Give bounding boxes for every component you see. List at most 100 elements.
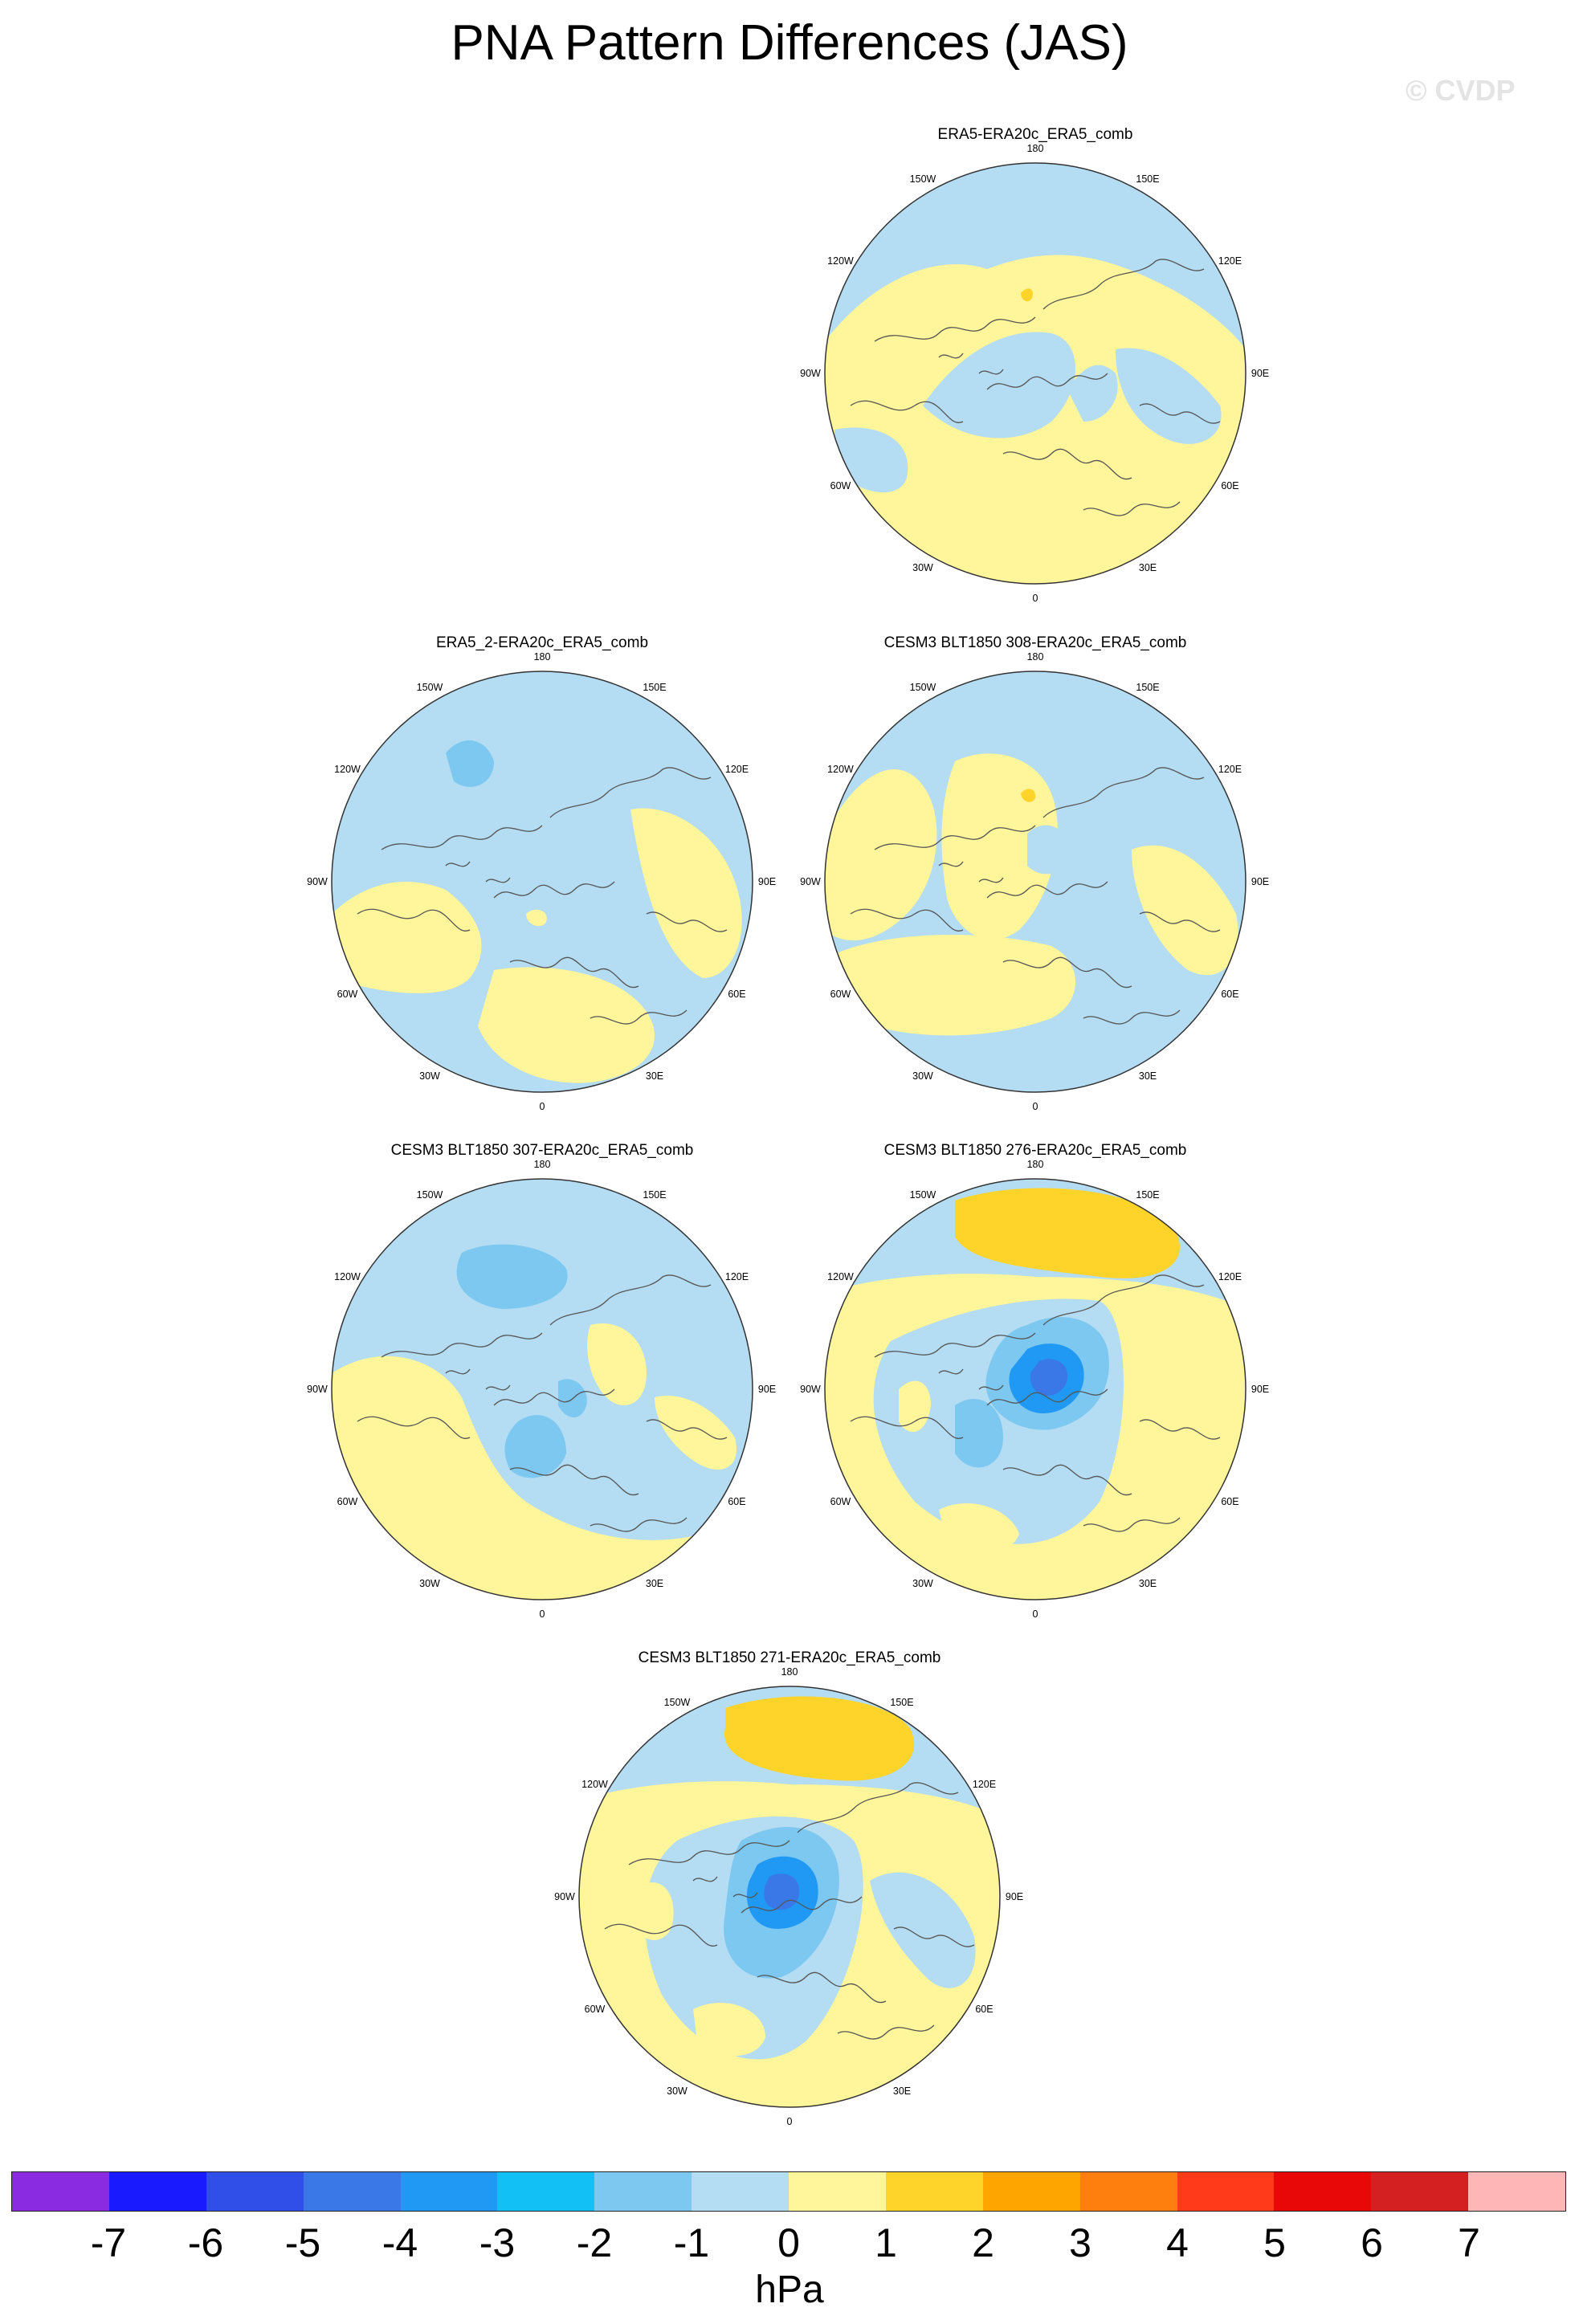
coordinate-label: 180 [533, 651, 551, 663]
coordinate-label: 60W [584, 2004, 606, 2015]
coastline [986, 373, 1108, 390]
polar-map [824, 1178, 1246, 1600]
coordinate-label: 60E [1221, 989, 1239, 1000]
coordinate-label: 30E [645, 1070, 664, 1082]
coordinate-label: 30E [645, 1578, 664, 1590]
colorbar-swatch [497, 2172, 595, 2211]
contour-region [693, 2003, 765, 2057]
coordinate-label: 150W [909, 1189, 936, 1201]
coordinate-label: 30W [419, 1578, 440, 1590]
panel-title: CESM3 BLT1850 271-ERA20c_ERA5_comb [638, 1649, 941, 1666]
coordinate-label: 120E [724, 1271, 749, 1282]
coordinate-label: 180 [781, 1666, 798, 1678]
coordinate-label: 120W [581, 1779, 608, 1790]
coastline [549, 767, 712, 818]
colorbar-swatch [982, 2172, 1080, 2211]
coordinate-label: 30E [892, 2085, 912, 2098]
colorbar-swatch [400, 2172, 498, 2211]
contour-region [825, 769, 937, 941]
coastline [757, 1971, 887, 2004]
coordinate-label: 60W [337, 989, 358, 1000]
coordinate-label: 150W [909, 681, 936, 693]
coastline [692, 1876, 758, 1898]
coastline [938, 353, 1004, 375]
coastline [1002, 448, 1132, 480]
map-border [824, 671, 1246, 1093]
coordinate-label: 30W [912, 562, 933, 574]
coastline [509, 1464, 639, 1496]
map-border [578, 1686, 1001, 2108]
contour-region [899, 1380, 931, 1433]
colorbar-swatch [692, 2172, 789, 2211]
coordinate-label: 90W [307, 876, 328, 887]
coastline [1083, 501, 1181, 516]
map-border [824, 162, 1246, 585]
coastline [445, 861, 511, 883]
panel-title: ERA5-ERA20c_ERA5_comb [937, 126, 1133, 143]
coordinate-label: 150E [1136, 681, 1160, 693]
coastline [493, 881, 615, 899]
contour-region [1067, 365, 1118, 422]
coordinate-label: 150E [1136, 1189, 1160, 1201]
contour-region [446, 740, 494, 787]
coordinate-label: 120W [334, 1271, 361, 1282]
coordinate-label: 120E [972, 1779, 997, 1790]
colorbar-swatch [303, 2172, 401, 2211]
coordinate-label: 120W [827, 255, 854, 267]
coordinate-label: 0 [539, 1608, 545, 1620]
polar-map [824, 162, 1246, 585]
polar-map [331, 671, 753, 1093]
contour-region [504, 1415, 566, 1478]
colorbar-swatch [108, 2172, 206, 2211]
coordinate-label: 90E [1251, 1384, 1270, 1395]
contour-region [1027, 825, 1067, 875]
coastline [646, 1419, 728, 1440]
contour-region [1116, 348, 1222, 444]
coordinate-label: 150E [643, 681, 667, 693]
coordinate-label: 30W [419, 1070, 440, 1082]
coordinate-label: 120E [724, 764, 749, 775]
panel-title: CESM3 BLT1850 307-ERA20c_ERA5_comb [390, 1142, 694, 1159]
contour-region [1030, 1359, 1068, 1396]
colorbar-tick: 3 [1069, 2220, 1091, 2265]
colorbar-tick: 2 [972, 2220, 994, 2265]
coastline [986, 1388, 1108, 1406]
coastline [986, 881, 1108, 899]
contour-region [655, 1396, 736, 1470]
coastline [590, 1009, 687, 1025]
coastline [1139, 911, 1221, 932]
contour-region [1164, 1354, 1228, 1456]
contour-region [332, 1356, 753, 1600]
coastline [381, 825, 543, 850]
coordinate-label: 180 [533, 1159, 551, 1170]
colorbar-tick: -3 [479, 2220, 516, 2265]
coastline [1002, 1464, 1132, 1496]
coastline [1139, 403, 1221, 424]
coastline [874, 316, 1036, 342]
colorbar-swatch [1079, 2172, 1177, 2211]
colorbar-tick: -7 [90, 2220, 127, 2265]
colorbar-tick: 4 [1166, 2220, 1189, 2265]
coordinate-label: 30W [912, 1070, 933, 1082]
coordinate-label: 120E [1218, 1271, 1242, 1282]
contour-region [955, 1399, 1003, 1468]
contour-region [939, 1502, 1019, 1553]
coastline [1042, 767, 1205, 818]
coordinate-label: 30E [1138, 1070, 1157, 1082]
coordinate-label: 150E [890, 1696, 914, 1708]
coordinate-label: 90E [1251, 368, 1270, 379]
contour-region [764, 1873, 800, 1910]
coordinate-label: 180 [1026, 651, 1044, 663]
coastline [837, 2024, 935, 2040]
coastline [357, 908, 471, 932]
coordinate-label: 180 [1026, 1159, 1044, 1170]
contour-region [526, 909, 547, 927]
coordinate-label: 0 [539, 1101, 545, 1112]
colorbar-swatch [1468, 2172, 1565, 2211]
coordinate-label: 0 [1032, 1101, 1038, 1112]
coastline [893, 1926, 975, 1947]
coordinate-label: 60W [830, 480, 851, 491]
coastline [938, 1368, 1004, 1391]
coastline [850, 908, 964, 932]
coastline [850, 1416, 964, 1439]
